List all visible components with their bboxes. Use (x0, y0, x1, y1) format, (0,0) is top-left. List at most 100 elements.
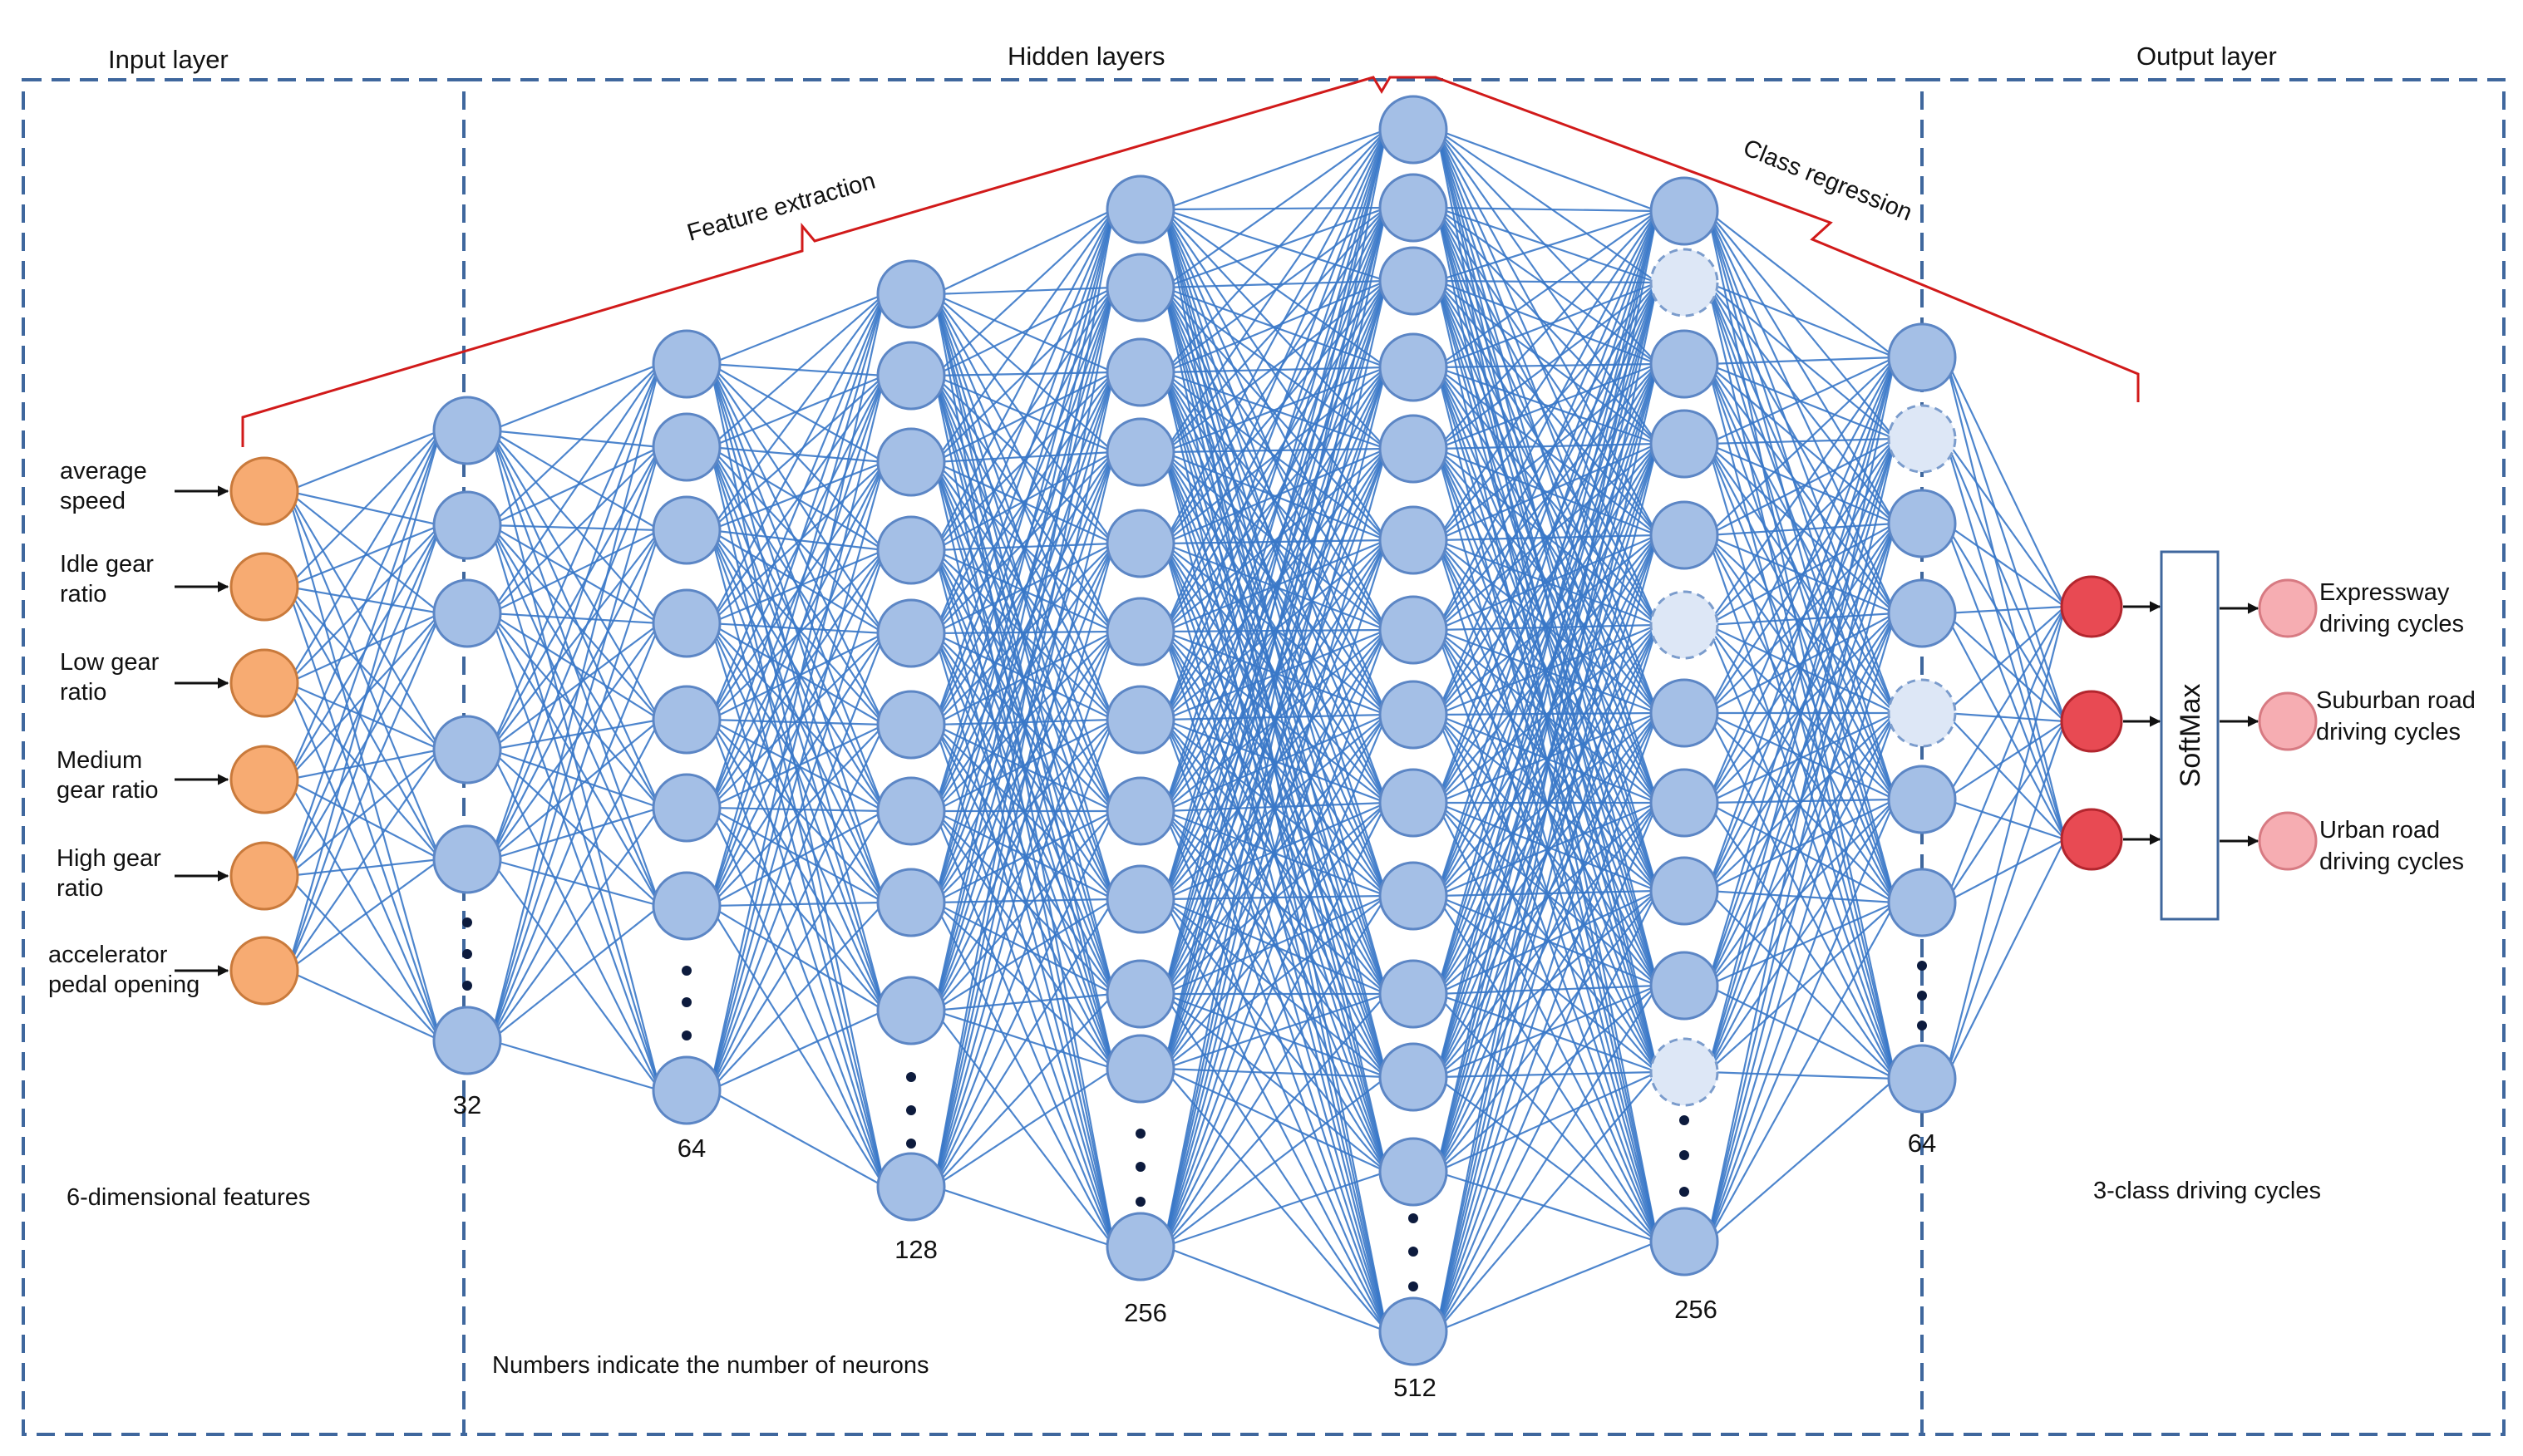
connection-line (1944, 798, 2066, 841)
hidden-neuron (876, 1152, 946, 1222)
hidden-neuron (1106, 1212, 1175, 1281)
layer-count: 64 (1908, 1129, 1936, 1158)
connection-line (1162, 129, 1388, 1247)
connection-line (1944, 438, 2067, 840)
connection-line (1163, 894, 1387, 996)
connection-line (1706, 799, 1897, 1242)
connection-line (286, 682, 442, 1041)
connection-line (934, 724, 1115, 995)
connection-line (490, 905, 661, 1041)
connection-line (489, 446, 662, 860)
connection-line (1436, 363, 1658, 804)
connection-line (709, 622, 885, 812)
connection-line (934, 209, 1115, 463)
hidden-neuron (1649, 678, 1719, 748)
connection-line (933, 293, 1116, 995)
input-label: average speed (60, 458, 147, 514)
connection-line (709, 905, 885, 1188)
connection-line (1436, 443, 1658, 631)
connection-line (1436, 210, 1658, 450)
connection-line (1162, 207, 1388, 1070)
connection-line (1163, 1245, 1387, 1333)
connection-line (490, 612, 661, 907)
connection-line (934, 451, 1115, 551)
connection-line (1436, 802, 1658, 1073)
network-brace (241, 76, 2140, 447)
connection-line (1707, 357, 1896, 714)
layer-count: 256 (1674, 1295, 1717, 1324)
connection-line (1707, 438, 1896, 536)
ellipsis-dot (462, 917, 472, 927)
hidden-neuron (1887, 765, 1957, 834)
connection-line (709, 724, 885, 809)
hidden-neuron (876, 690, 946, 760)
connection-line (1163, 802, 1387, 995)
input-feature-labels: average speed Idle gear ratio Low gear rati… (48, 458, 200, 998)
connection-line (1435, 280, 1659, 986)
connection-line (708, 293, 886, 809)
connection-line (490, 524, 661, 624)
ellipsis-dots (462, 917, 1927, 1291)
connection-line (934, 1185, 1115, 1248)
connection-line (934, 287, 1115, 376)
connection-line (1163, 714, 1387, 995)
connection-line (490, 719, 661, 1041)
connection-line (490, 524, 661, 532)
input-neuron (229, 841, 299, 911)
connection-line (1707, 523, 1896, 626)
connection-line (933, 209, 1116, 726)
connection-line (490, 446, 661, 526)
connection-line (934, 898, 1115, 1188)
connection-line (1163, 287, 1387, 450)
hidden-neuron (432, 715, 502, 785)
ellipsis-dot (1408, 1281, 1418, 1291)
connection-line (934, 287, 1115, 551)
connection-line (933, 719, 1116, 1188)
connection-line (708, 363, 886, 1011)
connection-line (286, 430, 442, 780)
hidden-neuron (1106, 337, 1175, 407)
connection-line (709, 363, 885, 726)
hidden-neuron (876, 515, 946, 585)
connection-line (1707, 902, 1896, 1073)
connection-line (489, 446, 662, 1041)
connection-line (933, 209, 1116, 812)
connection-line (490, 529, 661, 860)
connection-line (1707, 442, 1896, 525)
connection-line (709, 549, 885, 809)
ellipsis-dot (1917, 991, 1927, 1001)
connection-line (1944, 523, 2067, 840)
hidden-neuron (1106, 685, 1175, 755)
connection-line (1707, 901, 1896, 987)
connection-line (490, 529, 661, 750)
connection-line (708, 375, 886, 1091)
hidden-neuron (1106, 864, 1175, 934)
connection-line (1435, 534, 1659, 1173)
connection-line (1707, 1070, 1896, 1080)
connection-line (933, 287, 1116, 1011)
hidden-neuron (1378, 595, 1448, 665)
hidden-neuron (652, 412, 722, 482)
hidden-neuron (1378, 505, 1448, 575)
connection-line (1944, 523, 2066, 607)
hidden-neuron (652, 329, 722, 399)
hidden-neuron (1649, 768, 1719, 838)
connection-line (1163, 448, 1387, 632)
connection-line (287, 429, 441, 493)
connection-line (1435, 210, 1659, 804)
connection-line (1435, 802, 1659, 1332)
connection-line (1944, 606, 2066, 714)
connection-line (287, 779, 441, 1041)
connection-line (1435, 210, 1659, 716)
input-label: High gear ratio (57, 845, 161, 902)
ellipsis-dot (1679, 1150, 1689, 1160)
connection-line (1436, 206, 1658, 213)
connection-line (1944, 357, 2066, 607)
connection-line (709, 293, 885, 366)
connection-line (709, 905, 885, 1011)
connection-line (1436, 890, 1658, 1078)
connection-line (287, 430, 441, 588)
connection-line (934, 902, 1115, 1247)
hidden-neuron (1887, 578, 1957, 648)
